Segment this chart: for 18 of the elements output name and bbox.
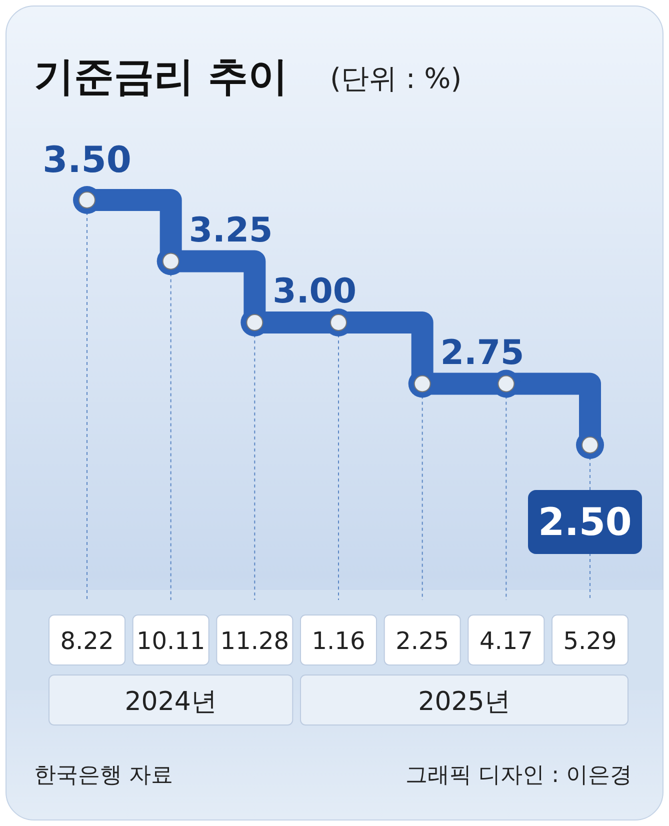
data-label: 3.25 — [188, 210, 273, 250]
chart-title: 기준금리 추이 — [34, 54, 288, 100]
x-tick-label: 10.11 — [136, 627, 206, 655]
data-label: 2.50 — [538, 500, 632, 544]
text: 2025년 — [418, 687, 510, 717]
text: 2024년 — [124, 687, 217, 717]
data-label: 3.00 — [272, 272, 357, 312]
chart-subtitle: (단위 : %) — [330, 62, 462, 95]
text: 한국은행 자료 — [34, 763, 173, 788]
x-tick-label: 8.22 — [60, 627, 114, 655]
x-tick-label: 5.29 — [563, 627, 617, 655]
x-tick-label: 4.17 — [479, 627, 533, 655]
data-label: 2.75 — [440, 332, 524, 373]
text: 그래픽 디자인 : 이은경 — [406, 763, 632, 788]
x-tick-label: 2.25 — [396, 627, 450, 655]
x-tick-label: 1.16 — [312, 627, 366, 655]
data-label: 3.50 — [42, 140, 132, 181]
x-tick-label: 11.28 — [220, 627, 290, 655]
